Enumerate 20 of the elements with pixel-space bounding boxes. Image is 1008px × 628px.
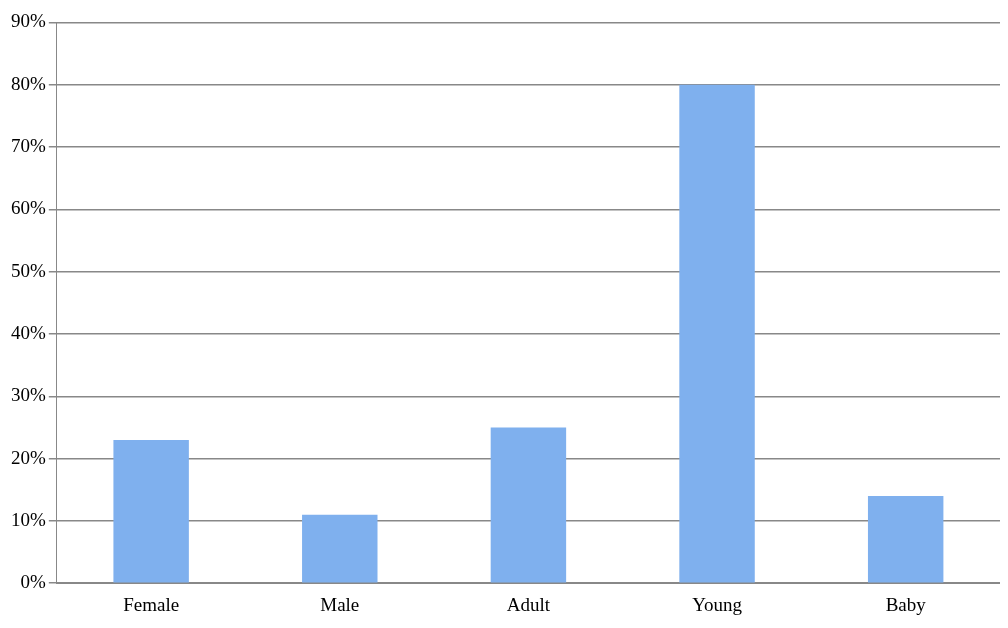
bar bbox=[867, 495, 944, 583]
y-tick-label: 50% bbox=[11, 259, 46, 281]
y-tick-label: 40% bbox=[11, 321, 46, 343]
y-tick-label: 0% bbox=[20, 571, 46, 593]
y-tick-label: 80% bbox=[11, 72, 46, 94]
bar bbox=[679, 84, 755, 583]
bar bbox=[490, 427, 567, 583]
bar bbox=[302, 514, 378, 583]
y-tick-label: 70% bbox=[11, 135, 46, 157]
x-tick-label: Baby bbox=[885, 593, 927, 615]
y-tick-label: 10% bbox=[11, 508, 46, 530]
x-tick-label: Female bbox=[123, 593, 180, 615]
y-tick-label: 30% bbox=[11, 384, 46, 406]
x-tick-label: Adult bbox=[506, 593, 551, 615]
x-tick-label: Young bbox=[692, 593, 743, 615]
y-tick-label: 60% bbox=[11, 197, 46, 219]
y-tick-label: 20% bbox=[11, 446, 46, 468]
bar bbox=[113, 439, 189, 583]
x-tick-label: Male bbox=[320, 593, 360, 615]
y-tick-label: 90% bbox=[11, 10, 46, 32]
